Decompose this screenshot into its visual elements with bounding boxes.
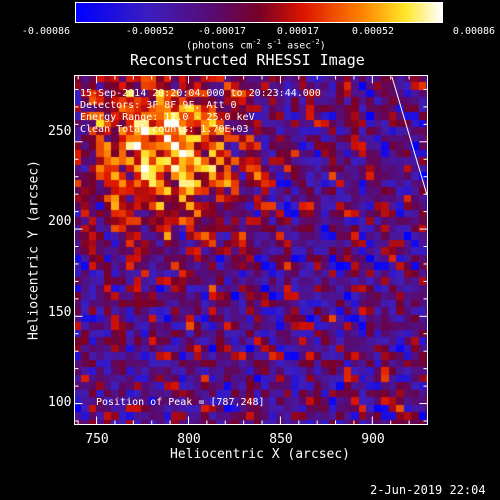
- x-tick-label: 850: [269, 432, 293, 447]
- footer-date: 2-Jun-2019 22:04: [370, 483, 486, 497]
- x-tick-label: 900: [361, 432, 385, 447]
- x-tick-label: 800: [177, 432, 201, 447]
- y-tick-label: 150: [48, 305, 72, 320]
- colorbar-tick-label: 0.00017: [276, 26, 320, 37]
- image-title: Reconstructed RHESSI Image: [130, 51, 365, 69]
- colorbar-tick-label: 0.00086: [452, 26, 496, 37]
- energy-range-label: Energy Range: 12.0 - 25.0 keV: [80, 112, 255, 123]
- x-axis-label: Heliocentric X (arcsec): [170, 447, 351, 462]
- colorbar-units: (photons cm-2 s-1 asec-2): [186, 38, 326, 52]
- colorbar-tick-label: -0.00052: [125, 26, 175, 37]
- y-axis-label: Heliocentric Y (arcsec): [26, 159, 42, 341]
- detectors-label: Detectors: 3F 8F 9F, Att 0: [80, 100, 237, 111]
- counts-label: Clean Total counts: 1.70E+03: [80, 124, 249, 135]
- colorbar-tick-label: 0.00052: [351, 26, 395, 37]
- x-tick-label: 750: [85, 432, 109, 447]
- colorbar-tick-label: -0.00017: [197, 26, 247, 37]
- colorbar-tick-label: -0.00086: [21, 26, 71, 37]
- y-tick-label: 250: [48, 124, 72, 139]
- y-tick-label: 100: [48, 395, 72, 410]
- y-tick-label: 200: [48, 214, 72, 229]
- time-range-label: 15-Sep-2014 20:20:04.000 to 20:23:44.000: [80, 88, 321, 99]
- rhessi-image: [74, 75, 427, 424]
- peak-position-label: Position of Peak = [787,248]: [96, 397, 265, 408]
- colorbar: [75, 2, 443, 23]
